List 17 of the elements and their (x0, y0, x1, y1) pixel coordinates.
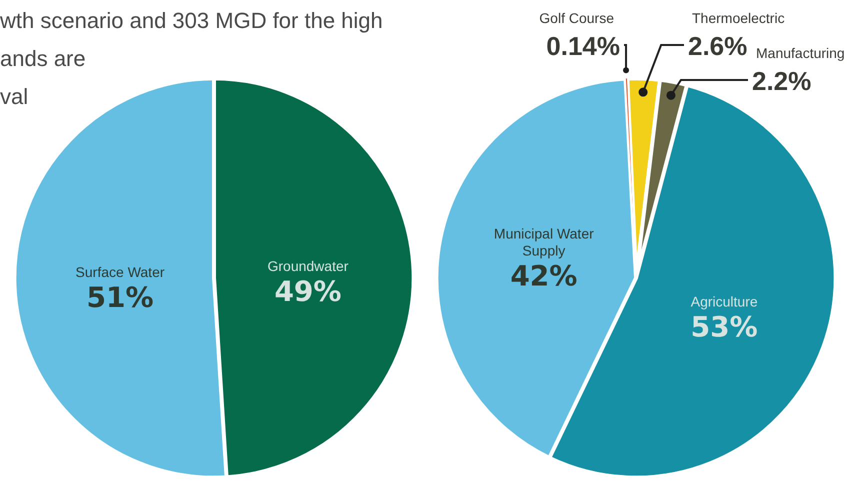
text: ands are (0, 45, 87, 73)
data-label: 42% (510, 259, 578, 292)
text: wth scenario and 303 MGD for the high (0, 7, 383, 35)
slice-label: Golf Course (539, 10, 614, 26)
slice-label: Agriculture (690, 294, 758, 310)
slice-label: Thermoelectric (692, 10, 785, 26)
slice-label: Manufacturing (756, 45, 845, 61)
data-label: 2.2% (752, 66, 812, 96)
data-label: 0.14% (546, 31, 620, 61)
data-label: 49% (274, 275, 342, 308)
text: val (0, 83, 30, 111)
slice-label: Municipal Water Supply (494, 225, 594, 258)
data-label: 51% (86, 280, 154, 314)
data-label: 53% (690, 310, 758, 344)
slice-label: Surface Water (76, 264, 165, 280)
data-label: 2.6% (688, 31, 748, 61)
slice-label: Groundwater (267, 258, 349, 274)
